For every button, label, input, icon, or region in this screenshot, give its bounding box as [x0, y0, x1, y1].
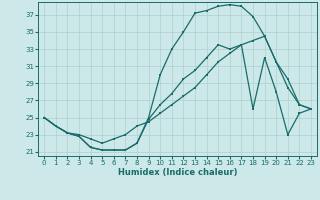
X-axis label: Humidex (Indice chaleur): Humidex (Indice chaleur) — [118, 168, 237, 177]
